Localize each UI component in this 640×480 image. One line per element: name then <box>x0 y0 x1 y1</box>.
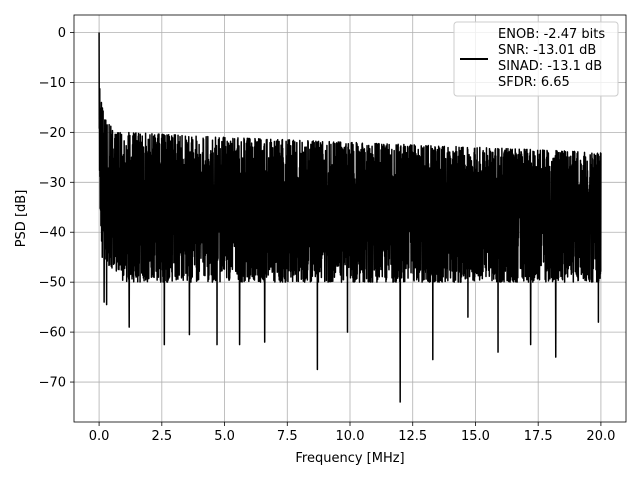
y-tick-label: −30 <box>39 176 66 191</box>
x-tick-label: 17.5 <box>524 429 553 444</box>
legend-sinad: SINAD: -13.1 dB <box>498 59 602 74</box>
x-tick-label: 12.5 <box>398 429 427 444</box>
y-tick-label: −50 <box>39 276 66 291</box>
y-tick-label: −70 <box>39 376 66 391</box>
x-tick-label: 0.0 <box>89 429 110 444</box>
plot-area <box>98 32 602 403</box>
x-axis-ticks: 0.0 2.5 5.0 7.5 10.0 12.5 15.0 17.5 20.0 <box>89 422 615 444</box>
x-tick-label: 15.0 <box>461 429 490 444</box>
y-tick-label: −40 <box>39 226 66 241</box>
y-tick-label: −20 <box>39 126 66 141</box>
y-tick-label: −10 <box>39 76 66 91</box>
x-axis-label: Frequency [MHz] <box>295 451 404 466</box>
legend-sfdr: SFDR: 6.65 <box>498 75 570 90</box>
x-tick-label: 10.0 <box>336 429 365 444</box>
x-tick-label: 20.0 <box>586 429 615 444</box>
y-tick-label: −60 <box>39 326 66 341</box>
y-axis-label: PSD [dB] <box>14 190 29 248</box>
x-tick-label: 2.5 <box>151 429 172 444</box>
x-tick-label: 7.5 <box>277 429 298 444</box>
legend: ENOB: -2.47 bits SNR: -13.01 dB SINAD: -… <box>453 21 619 97</box>
y-axis-ticks: 0 −10 −20 −30 −40 −50 −60 −70 <box>39 26 74 391</box>
legend-snr: SNR: -13.01 dB <box>498 43 596 58</box>
psd-series-line <box>98 32 602 403</box>
legend-enob: ENOB: -2.47 bits <box>498 27 605 42</box>
x-tick-label: 5.0 <box>214 429 235 444</box>
y-tick-label: 0 <box>58 26 66 41</box>
legend-box <box>453 21 619 97</box>
